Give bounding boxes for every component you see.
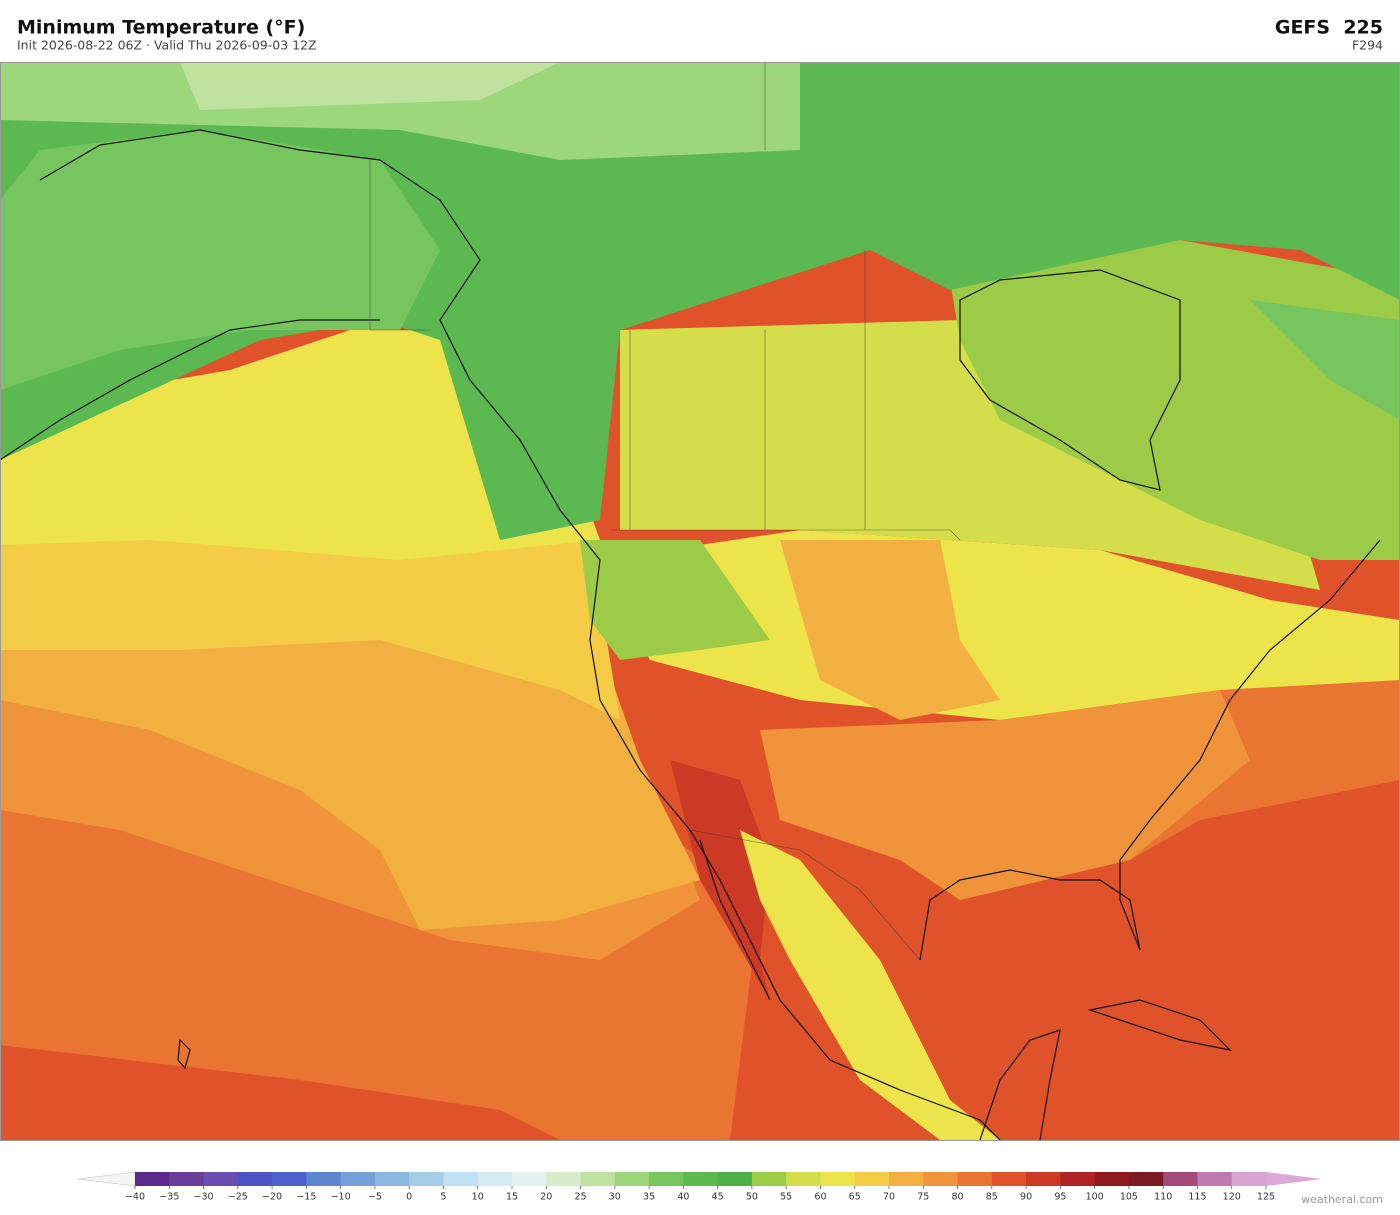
colorbar-segment: [443, 1172, 479, 1186]
colorbar-segment: [717, 1172, 753, 1186]
colorbar-tick-label: 30: [609, 1192, 621, 1203]
model-name: GEFS 225: [1275, 17, 1383, 39]
colorbar-segment: [991, 1172, 1027, 1186]
colorbar-segment: [306, 1172, 342, 1186]
colorbar-tick-label: −10: [331, 1192, 351, 1203]
colorbar-extend-low: [77, 1171, 136, 1187]
colorbar-segment: [580, 1172, 616, 1186]
colorbar-segment: [135, 1172, 170, 1186]
colorbar-segment: [1060, 1172, 1096, 1186]
colorbar-tick-label: 115: [1188, 1192, 1206, 1203]
colorbar-segment: [237, 1172, 273, 1186]
colorbar-segment: [649, 1172, 684, 1186]
colorbar-tick-label: 25: [574, 1192, 586, 1203]
colorbar-tick-label: −25: [228, 1192, 248, 1203]
colorbar-segment: [1197, 1172, 1233, 1186]
colorbar-tick-label: −30: [194, 1192, 214, 1203]
colorbar-tick-label: 20: [540, 1192, 552, 1203]
colorbar-tick-label: −20: [262, 1192, 282, 1203]
colorbar-segment: [1026, 1172, 1061, 1186]
colorbar-segment: [1231, 1172, 1267, 1186]
colorbar-tick-label: 15: [506, 1192, 518, 1203]
colorbar-tick-label: 50: [746, 1192, 758, 1203]
colorbar-tick-label: 35: [643, 1192, 655, 1203]
colorbar-segment: [1163, 1172, 1198, 1186]
colorbar-tick-label: 120: [1223, 1192, 1241, 1203]
colorbar-tick-label: 55: [780, 1192, 792, 1203]
colorbar-tick-label: 85: [986, 1192, 998, 1203]
colorbar-tick-label: 5: [440, 1192, 446, 1203]
colorbar-segment: [169, 1172, 204, 1186]
colorbar-tick-label: 125: [1257, 1192, 1275, 1203]
map-subtitle: Init 2026-08-22 06Z · Valid Thu 2026-09-…: [17, 38, 317, 53]
colorbar-segment: [409, 1172, 444, 1186]
colorbar-tick-label: −35: [159, 1192, 179, 1203]
colorbar-tick-label: 10: [472, 1192, 484, 1203]
colorbar-segment: [374, 1172, 410, 1186]
colorbar-tick-label: 90: [1020, 1192, 1032, 1203]
colorbar-segment: [614, 1172, 650, 1186]
colorbar-tick-label: 75: [917, 1192, 929, 1203]
colorbar-tick-label: 80: [951, 1192, 963, 1203]
colorbar-segment: [203, 1172, 239, 1186]
colorbar-tick-label: −5: [368, 1192, 382, 1203]
colorbar-segment: [683, 1172, 719, 1186]
forecast-hour: F294: [1352, 38, 1383, 53]
colorbar-segment: [340, 1172, 376, 1186]
colorbar-segment: [786, 1172, 821, 1186]
colorbar: −40 −35 −30 −25 −20 −15 −10 −5 0 5 10 15 20 25 30 35 40 4…: [77, 1171, 1322, 1203]
colorbar-segment: [546, 1172, 581, 1186]
colorbar-tick-label: 45: [712, 1192, 724, 1203]
colorbar-segment: [889, 1172, 924, 1186]
colorbar-tick-label: 70: [883, 1192, 895, 1203]
colorbar-segment: [820, 1172, 856, 1186]
colorbar-segment: [854, 1172, 890, 1186]
watermark: weatherai.com: [1301, 1193, 1383, 1206]
colorbar-segment: [1128, 1172, 1164, 1186]
colorbar-segment: [957, 1172, 993, 1186]
colorbar-segment: [477, 1172, 513, 1186]
colorbar-tick-label: 65: [849, 1192, 861, 1203]
map: [0, 62, 1400, 1141]
colorbar-tick-label: 95: [1054, 1192, 1066, 1203]
colorbar-tick-label: 40: [677, 1192, 689, 1203]
colorbar-segment: [272, 1172, 307, 1186]
colorbar-extend-high: [1266, 1172, 1322, 1186]
colorbar-segment: [923, 1172, 958, 1186]
colorbar-tick-label: 100: [1086, 1192, 1104, 1203]
colorbar-tick-label: 105: [1120, 1192, 1138, 1203]
colorbar-tick-label: 110: [1154, 1192, 1172, 1203]
colorbar-tick-label: 0: [406, 1192, 412, 1203]
colorbar-segment: [512, 1172, 547, 1186]
colorbar-tick-label: 60: [814, 1192, 826, 1203]
map-title: Minimum Temperature (°F): [17, 17, 305, 39]
colorbar-segment: [751, 1172, 787, 1186]
colorbar-segment: [1094, 1172, 1130, 1186]
colorbar-tick-label: −15: [296, 1192, 316, 1203]
colorbar-tick-label: −40: [125, 1192, 145, 1203]
